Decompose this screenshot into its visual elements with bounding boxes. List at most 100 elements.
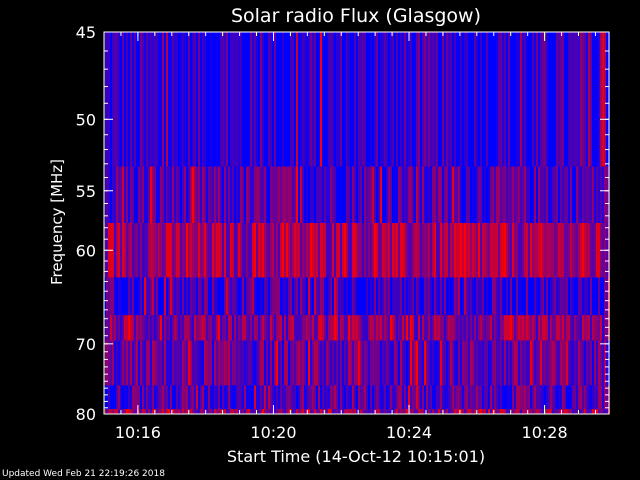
heatmap-cell — [262, 315, 264, 341]
heatmap-cell — [188, 166, 190, 223]
heatmap-cell — [520, 32, 522, 167]
heatmap-cell — [118, 223, 120, 278]
heatmap-cell — [284, 409, 286, 414]
heatmap-cell — [440, 166, 442, 223]
heatmap-cell — [220, 409, 222, 414]
heatmap-cell — [510, 32, 512, 167]
heatmap-cell — [312, 277, 314, 316]
heatmap-cell — [490, 277, 492, 316]
heatmap-cell — [190, 385, 192, 410]
heatmap-cell — [338, 223, 340, 278]
heatmap-cell — [180, 340, 182, 386]
heatmap-cell — [352, 32, 354, 167]
heatmap-cell — [286, 409, 288, 414]
heatmap-cell — [200, 223, 202, 278]
heatmap-cell — [210, 223, 212, 278]
heatmap-cell — [190, 32, 192, 167]
heatmap-cell — [182, 32, 184, 167]
heatmap-cell — [464, 32, 466, 167]
heatmap-cell — [552, 166, 554, 223]
heatmap-cell — [200, 409, 202, 414]
heatmap-cell — [578, 385, 580, 410]
heatmap-cell — [402, 166, 404, 223]
heatmap-cell — [108, 409, 110, 414]
heatmap-cell — [452, 166, 454, 223]
heatmap-cell — [166, 223, 168, 278]
heatmap-cell — [274, 32, 276, 167]
heatmap-cell — [390, 32, 392, 167]
heatmap-cell — [240, 340, 242, 386]
heatmap-cell — [162, 223, 164, 278]
heatmap-cell — [482, 277, 484, 316]
heatmap-cell — [334, 223, 336, 278]
heatmap-cell — [150, 385, 152, 410]
heatmap-cell — [354, 315, 356, 341]
heatmap-cell — [440, 223, 442, 278]
heatmap-cell — [134, 223, 136, 278]
heatmap-cell — [536, 340, 538, 386]
heatmap-cell — [410, 315, 412, 341]
heatmap-cell — [332, 340, 334, 386]
heatmap-cell — [534, 340, 536, 386]
heatmap-cell — [162, 385, 164, 410]
heatmap-cell — [160, 385, 162, 410]
heatmap-cell — [366, 166, 368, 223]
heatmap-cell — [188, 32, 190, 167]
heatmap-cell — [112, 32, 114, 167]
heatmap-cell — [168, 223, 170, 278]
heatmap-cell — [590, 277, 592, 316]
heatmap-cell — [432, 166, 434, 223]
heatmap-cell — [226, 409, 228, 414]
heatmap-cell — [314, 340, 316, 386]
heatmap-cell — [294, 315, 296, 341]
heatmap-cell — [350, 32, 352, 167]
heatmap-cell — [318, 385, 320, 410]
heatmap-cell — [328, 223, 330, 278]
heatmap-cell — [438, 409, 440, 414]
heatmap-cell — [590, 223, 592, 278]
heatmap-cell — [154, 277, 156, 316]
heatmap-cell — [346, 166, 348, 223]
heatmap-cell — [344, 223, 346, 278]
heatmap-cell — [376, 315, 378, 341]
heatmap-cell — [168, 32, 170, 167]
heatmap-cell — [450, 340, 452, 386]
heatmap-cell — [146, 32, 148, 167]
heatmap-cell — [370, 223, 372, 278]
heatmap-cell — [572, 223, 574, 278]
heatmap-cell — [600, 409, 602, 414]
heatmap-cell — [138, 385, 140, 410]
heatmap-cell — [484, 340, 486, 386]
heatmap-cell — [276, 409, 278, 414]
heatmap-cell — [472, 340, 474, 386]
heatmap-cell — [424, 223, 426, 278]
heatmap-cell — [284, 385, 286, 410]
heatmap-cell — [582, 223, 584, 278]
heatmap-cell — [550, 340, 552, 386]
heatmap-cell — [262, 223, 264, 278]
heatmap-cell — [364, 340, 366, 386]
heatmap-cell — [474, 32, 476, 167]
heatmap-cell — [352, 277, 354, 316]
heatmap-cell — [236, 409, 238, 414]
heatmap-cell — [112, 315, 114, 341]
heatmap-cell — [420, 223, 422, 278]
heatmap-cell — [262, 32, 264, 167]
heatmap-cell — [440, 340, 442, 386]
heatmap-cell — [192, 385, 194, 410]
heatmap-cell — [576, 223, 578, 278]
heatmap-cell — [492, 277, 494, 316]
heatmap-cell — [360, 409, 362, 414]
heatmap-cell — [348, 32, 350, 167]
heatmap-cell — [132, 385, 134, 410]
heatmap-cell — [208, 32, 210, 167]
heatmap-cell — [570, 315, 572, 341]
heatmap-cell — [538, 340, 540, 386]
heatmap-cell — [166, 32, 168, 167]
heatmap-cell — [564, 223, 566, 278]
heatmap-cell — [282, 32, 284, 167]
heatmap-cell — [324, 223, 326, 278]
heatmap-cell — [382, 277, 384, 316]
heatmap-cell — [152, 277, 154, 316]
heatmap-cell — [244, 315, 246, 341]
